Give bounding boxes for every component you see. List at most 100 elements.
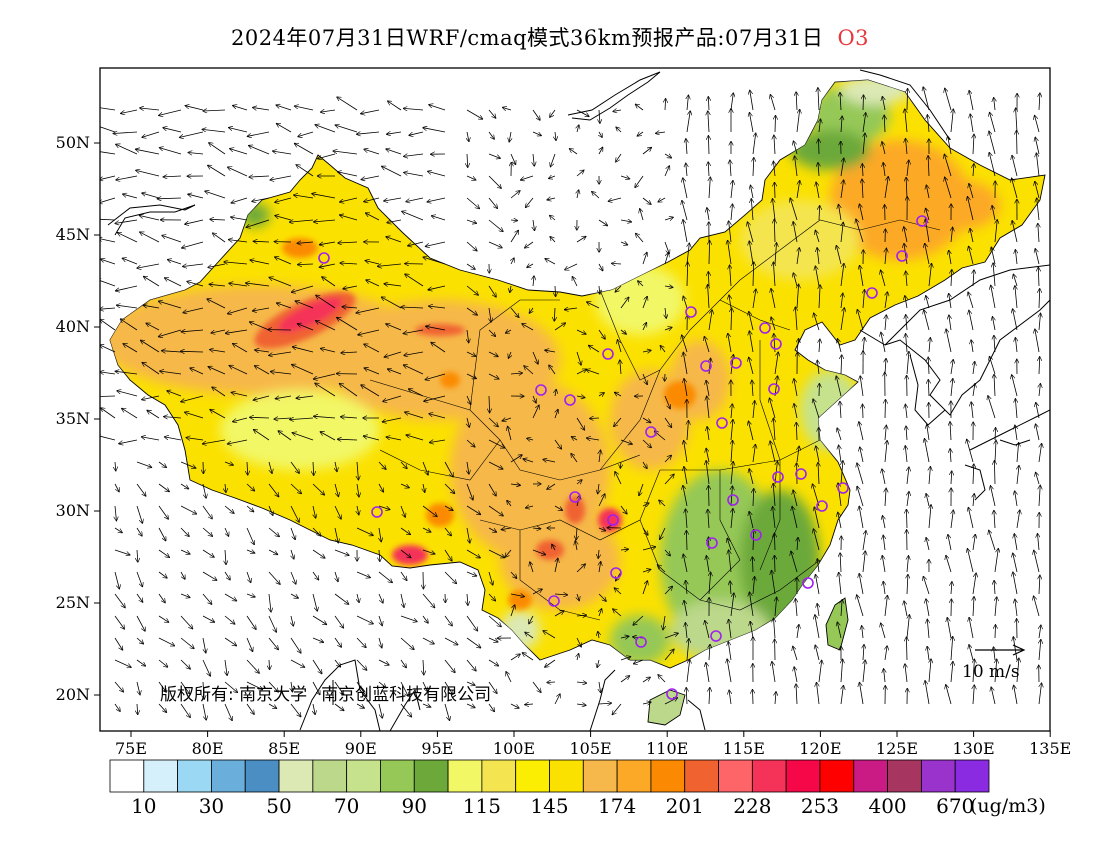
lat-tick-label: 20N [56,685,90,704]
legend-swatch [413,759,449,793]
legend-swatch [278,759,314,793]
station-marker [816,500,828,512]
station-marker [685,306,697,318]
legend-label: 253 [801,794,839,818]
legend-swatch [143,759,179,793]
legend-swatch [785,759,821,793]
legend-swatch [954,759,990,793]
lon-tick-label: 80E [192,739,224,758]
lon-tick-label: 85E [268,739,300,758]
station-marker [802,577,814,589]
lat-tick-label: 35N [56,409,90,428]
longitude-axis: 75E 80E 85E 90E 95E 100E 105E 110E 115E 120E 125E 1… [115,731,1071,758]
station-marker [750,529,762,541]
latitude-axis: 50N 45N 40N 35N 30N 25N 20N [56,133,100,704]
legend-label: 10 [131,794,156,818]
wind-reference-label: 10 m/s [962,662,1020,682]
legend-swatch [718,759,753,793]
station-marker [535,384,547,396]
legend-swatch [887,759,922,793]
copyright-prefix: 版权所有: [160,685,234,705]
lat-tick-label: 25N [56,593,90,612]
title-text: 2024年07月31日WRF/cmaq模式36km预报产品:07月31日 [230,26,824,50]
legend-label: 115 [463,794,501,818]
species-label: O3 [837,26,870,50]
station-marker [866,287,878,299]
legend-label: 90 [402,794,427,818]
legend-label: 145 [530,794,568,818]
legend-swatch [582,759,618,793]
map-title: 2024年07月31日WRF/cmaq模式36km预报产品:07月31日 O3 [0,22,1100,52]
station-marker [607,514,619,526]
lon-tick-label: 130E [952,739,994,758]
legend-swatch [650,759,686,793]
station-marker [318,252,330,264]
legend-swatch [549,759,584,793]
city-stations [318,215,928,700]
legend-swatch [515,759,550,793]
lon-tick-label: 95E [421,739,453,758]
station-marker [706,537,718,549]
lon-tick-label: 110E [646,739,688,758]
station-marker [610,567,622,579]
legend-label: 400 [868,794,906,818]
station-marker [727,494,739,506]
station-marker [716,417,728,429]
copyright-note: 版权所有: 南京大学 南京创蓝科技有限公司 [160,680,491,705]
lon-tick-label: 125E [876,739,918,758]
legend-swatch [751,759,787,793]
legend-swatch [920,759,956,793]
legend-label: 30 [199,794,224,818]
station-marker [772,471,784,483]
legend-swatch [380,759,415,793]
station-marker [371,506,383,518]
color-legend: 10 30 50 70 90 115 145 174 201 228 253 400 670 [109,759,990,818]
legend-swatch [684,759,719,793]
lon-tick-label: 115E [723,739,765,758]
legend-swatch [177,759,212,793]
station-marker [795,468,807,480]
station-marker [837,482,849,494]
station-marker [700,360,712,372]
legend-label: 228 [733,794,771,818]
legend-label: 70 [334,794,359,818]
wind-reference-arrow [975,644,1026,656]
lon-tick-label: 75E [115,739,147,758]
lon-tick-label: 105E [569,739,611,758]
legend-label: 174 [598,794,636,818]
legend-swatch [211,759,246,793]
legend-swatch [819,759,855,793]
station-marker [916,215,928,227]
station-marker [635,636,647,648]
legend-label: 670 [936,794,974,818]
lat-tick-label: 50N [56,133,90,152]
station-marker [564,394,576,406]
station-marker [896,250,908,262]
station-marker [569,491,581,503]
legend-label: 201 [666,794,704,818]
province-borders [369,219,941,621]
lat-tick-label: 30N [56,501,90,520]
station-marker [666,688,678,700]
legend-swatch [312,759,348,793]
concentration-field [100,69,1050,731]
station-marker [759,322,771,334]
station-marker [645,426,657,438]
station-marker [548,595,560,607]
lon-tick-label: 135E [1029,739,1071,758]
legend-unit: (ug/m3) [970,795,1046,817]
legend-swatch [447,759,483,793]
lon-tick-label: 100E [493,739,535,758]
station-marker [602,348,614,360]
station-marker [730,357,742,369]
lon-tick-label: 90E [345,739,377,758]
legend-swatch [481,759,517,793]
legend-swatch [109,759,145,793]
wind-vectors [100,87,1042,720]
lat-tick-label: 45N [56,225,90,244]
legend-swatch [346,759,381,793]
copyright-org1: 南京大学 [239,685,308,705]
legend-swatch [853,759,888,793]
legend-swatch [616,759,652,793]
